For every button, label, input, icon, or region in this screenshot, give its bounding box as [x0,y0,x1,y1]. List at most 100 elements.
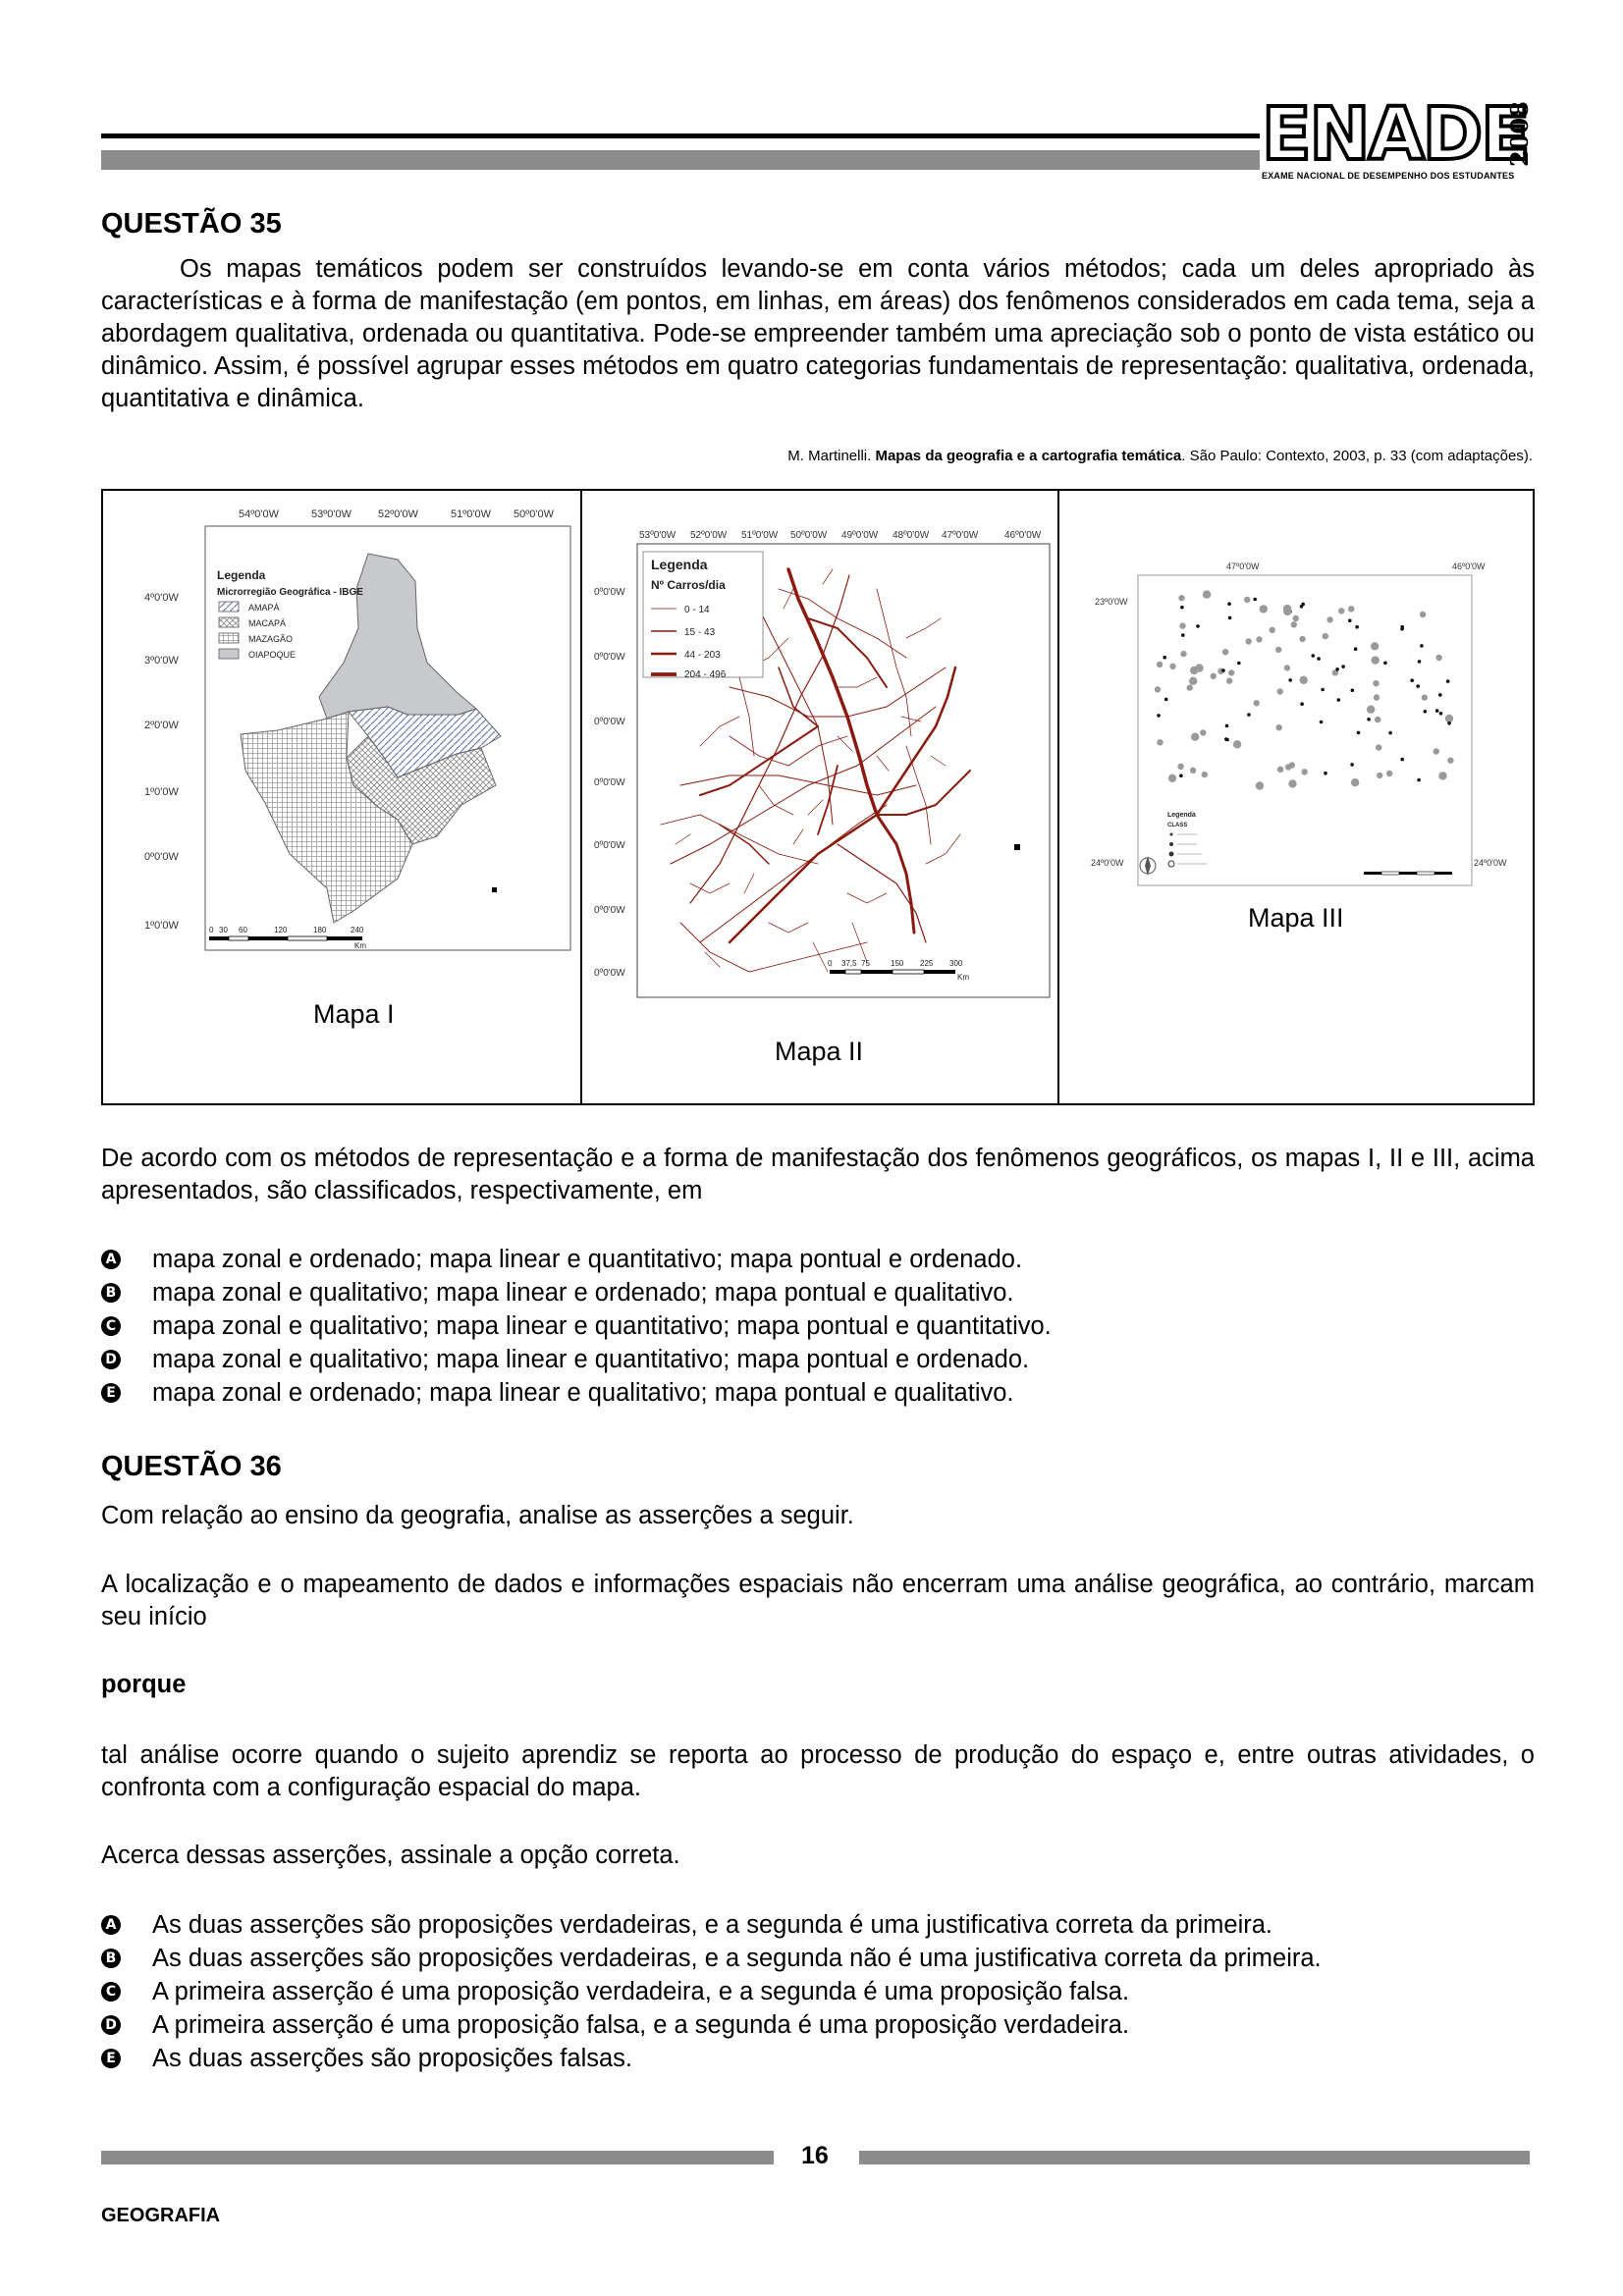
map-3: 47º0'0W 46º0'0W 23º0'0W 24º0'0W 24º0'0W … [1091,561,1507,886]
map-3-right-tick: 24º0'0W [1474,858,1507,868]
question-35-option-d[interactable]: D mapa zonal e qualitativo; mapa linear … [101,1343,1029,1376]
map-3-point [1253,700,1260,707]
map-3-point [1373,680,1380,687]
option-letter-badge: E [101,1383,121,1403]
map-3-point [1227,602,1231,606]
map-1-top-tick: 54º0'0W [239,508,280,520]
map-3-point [1400,626,1404,631]
map-1-top-tick: 50º0'0W [514,508,555,520]
map-3-point [1300,702,1304,706]
header-rule-bar [101,150,1260,170]
map-3-point [1331,669,1339,676]
map-3-point [1283,665,1291,671]
question-36-prompt: Acerca dessas asserções, assinale a opçã… [101,1842,680,1869]
map-2-top-tick: 51º0'0W [741,530,779,541]
map-3-point [1419,611,1427,618]
map-2-scale-label: 37,5 [841,959,857,968]
map-1-left-tick: 0º0'0W [144,851,179,863]
question-35-option-b[interactable]: B mapa zonal e qualitativo; mapa linear … [101,1276,1014,1309]
question-35-option-c[interactable]: C mapa zonal e qualitativo; mapa linear … [101,1309,1052,1343]
source-author: M. Martinelli. [787,448,876,464]
map-2-scale-label: 300 [949,959,963,968]
option-text: mapa zonal e qualitativo; mapa linear e … [152,1345,1030,1373]
map-3-point [1421,694,1428,701]
map-3-compass [1139,856,1157,876]
map-3-top-tick: 47º0'0W [1226,561,1260,571]
map-3-point [1322,632,1328,640]
map-3-point [1410,678,1414,682]
map-3-point [1311,654,1316,658]
map-3-point [1253,597,1257,602]
option-text: mapa zonal e qualitativo; mapa linear e … [152,1311,1052,1340]
map-2-top-tick: 48º0'0W [893,530,930,541]
question-36-option-a[interactable]: A As duas asserções são proposições verd… [101,1908,1272,1942]
map-3-point [1226,677,1233,684]
map-1-legend-swatch [218,616,240,628]
map-3-point [1377,772,1383,779]
logo-subtitle: EXAME NACIONAL DE DESEMPENHO DOS ESTUDAN… [1262,171,1515,181]
map-2-scale-label: 75 [861,959,870,968]
map-3-point [1301,769,1308,775]
map-3-point [1196,624,1200,628]
map-1-left-tick: 2º0'0W [144,720,179,731]
question-36-option-d[interactable]: D A primeira asserção é uma proposição f… [101,2008,1129,2042]
map-2-left-tick: 0º0'0W [594,717,625,727]
question-36-option-c[interactable]: C A primeira asserção é uma proposição v… [101,1975,1129,2008]
map-3-legend-title: Legenda [1167,812,1196,819]
map-2-left-tick: 0º0'0W [594,652,625,663]
map-3-point [1324,771,1327,775]
map-3-legend: Legenda CLASS [1167,812,1207,868]
option-letter-badge: C [101,1316,121,1336]
map-3-point [1200,729,1207,736]
map-3-scale-bar [1364,871,1452,876]
map-3-left-tick: 24º0'0W [1091,858,1124,868]
map-3-point [1438,693,1442,697]
map-2-scale-label: 225 [920,959,934,968]
map-1-legend: Legenda Microrregião Geográfica - IBGE A… [217,568,363,660]
question-35-option-a[interactable]: A mapa zonal e ordenado; mapa linear e q… [101,1243,1022,1276]
map-1-top-ticks: 54º0'0W 53º0'0W 52º0'0W 51º0'0W 50º0'0W [239,508,555,520]
map-2-top-tick: 47º0'0W [942,530,979,541]
map-3-point [1447,721,1451,725]
map-3-point [1189,676,1198,685]
question-36-option-e[interactable]: E As duas asserções são proposições fals… [101,2042,632,2075]
map-3-point [1224,737,1228,741]
map-3-point [1423,710,1428,714]
source-citation: M. Martinelli. Mapas da geografia e a ca… [787,448,1533,464]
map-3-point [1269,626,1275,633]
map-1-legend-title: Legenda [217,568,266,582]
question-36-assertion-2: tal análise ocorre quando o sujeito apre… [101,1741,1535,1801]
map-2-legend-item: 44 - 203 [684,650,721,661]
map-3-point [1201,771,1208,778]
map-3-point [1383,661,1387,666]
map-3-point [1245,638,1252,645]
map-2-top-tick: 49º0'0W [841,530,879,541]
option-letter-badge: D [101,1350,121,1369]
map-3-point [1335,667,1339,671]
page-number: 16 [801,2142,829,2169]
map-3-point [1341,665,1345,668]
map-3-left-tick: 23º0'0W [1095,597,1128,607]
footer-bar-left [101,2151,774,2164]
map-3-point [1154,686,1162,693]
map-3-point [1290,621,1297,628]
map-3-point [1319,720,1324,724]
map-2-road-network [660,567,971,973]
map-3-point [1256,636,1263,643]
option-letter-badge: A [101,1250,121,1269]
map-3-point [1169,663,1176,669]
map-3-point [1191,732,1200,741]
map-2-left-tick: 0º0'0W [594,587,625,598]
map-2-left-tick: 0º0'0W [594,777,625,788]
map-3-point [1181,633,1185,637]
option-letter-badge: A [101,1915,121,1935]
header-rule-top [101,133,1260,138]
map-3-point [1186,684,1193,691]
question-36-option-b[interactable]: B As duas asserções são proposições verd… [101,1942,1322,1975]
question-35-option-e[interactable]: E mapa zonal e ordenado; mapa linear e q… [101,1376,1014,1410]
map-2-scale-bar: 0 37,5 75 150 225 300 Km [828,959,969,982]
map-3-point [1350,763,1354,767]
map-2-top-tick: 46º0'0W [1004,530,1042,541]
map-1-left-ticks: 4º0'0W 3º0'0W 2º0'0W 1º0'0W 0º0'0W 1º0'0… [144,592,179,932]
map-1-label: Mapa I [313,999,395,1029]
